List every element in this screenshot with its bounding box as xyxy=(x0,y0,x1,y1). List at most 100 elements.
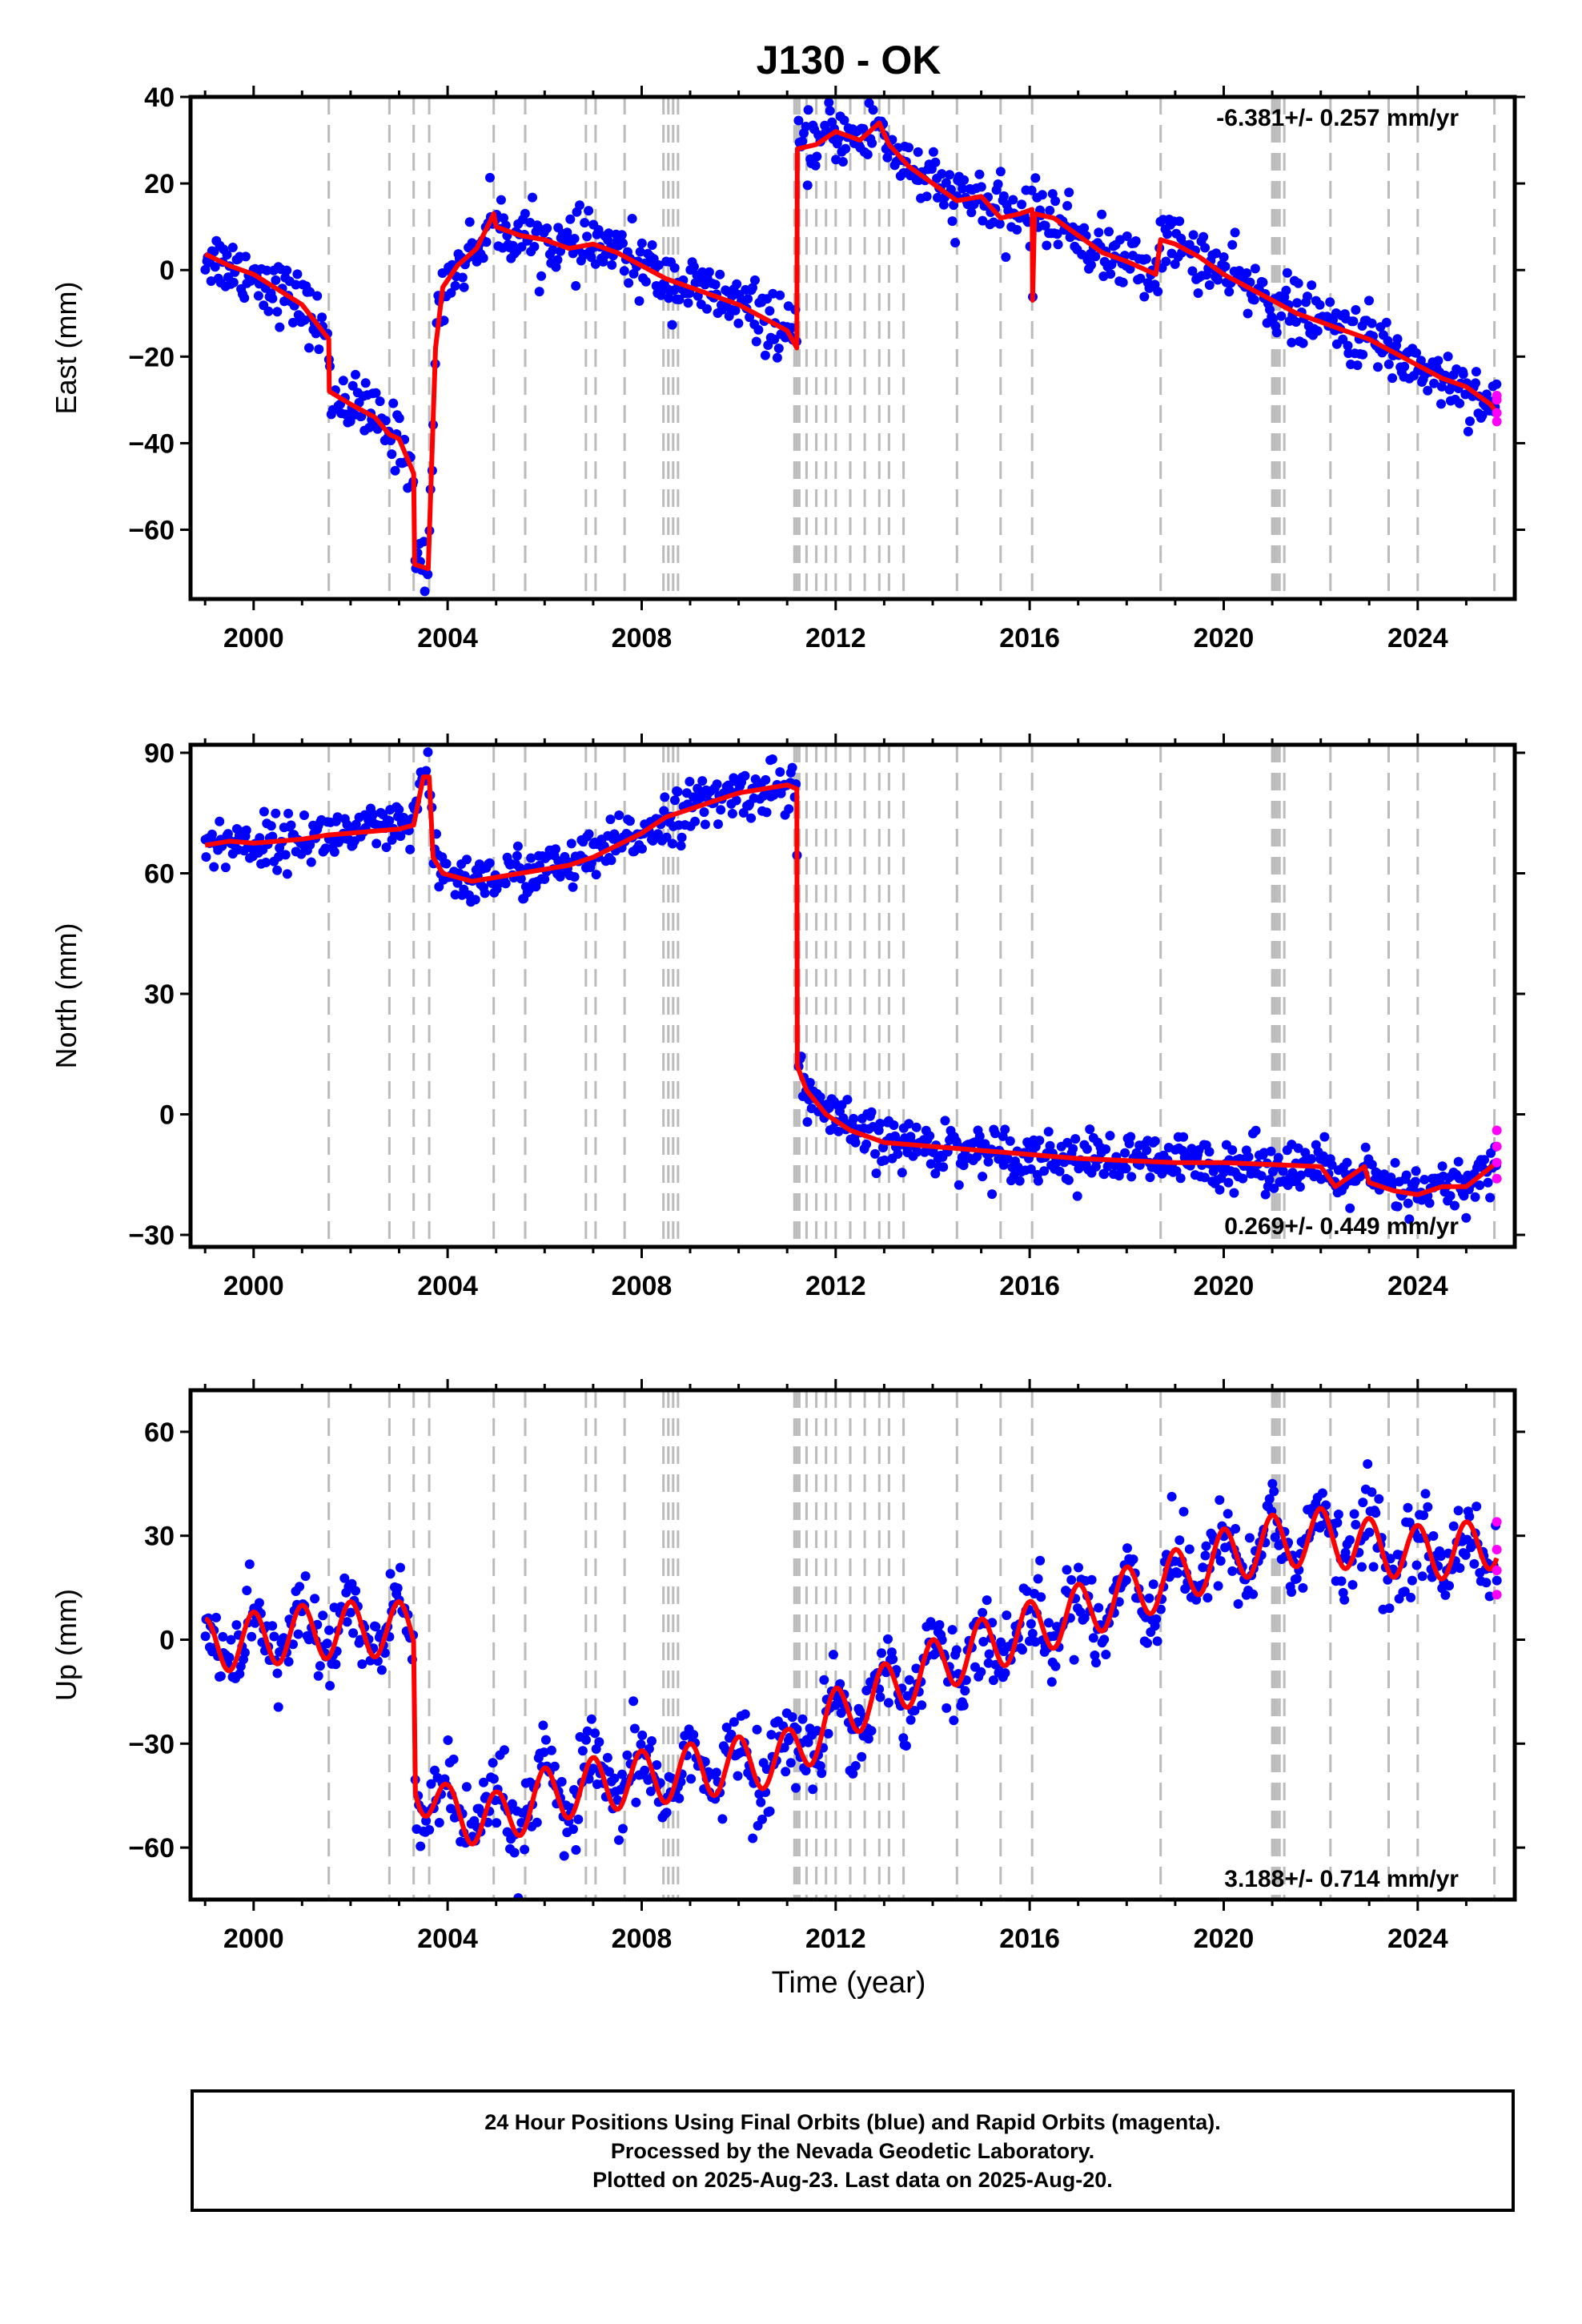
final-orbit-point xyxy=(911,1663,921,1674)
final-orbit-point xyxy=(271,808,281,818)
final-orbit-point xyxy=(568,1824,578,1835)
final-orbit-point xyxy=(1349,1509,1359,1519)
final-orbit-point xyxy=(978,1172,988,1182)
final-orbit-point xyxy=(1097,209,1107,219)
final-orbit-point xyxy=(704,267,714,277)
final-orbit-point xyxy=(677,832,687,842)
final-orbit-point xyxy=(396,1562,405,1573)
final-orbit-point xyxy=(512,850,522,861)
final-orbit-point xyxy=(721,1723,732,1732)
final-orbit-point xyxy=(526,853,536,863)
final-orbit-point xyxy=(575,200,584,211)
final-orbit-point xyxy=(207,829,217,839)
final-orbit-point xyxy=(951,1645,962,1655)
final-orbit-point xyxy=(1203,1593,1213,1603)
final-orbit-point xyxy=(1120,1148,1130,1158)
final-orbit-point xyxy=(1148,1579,1158,1590)
x-tick-label: 2012 xyxy=(805,623,866,653)
final-orbit-point xyxy=(618,1823,628,1834)
final-orbit-point xyxy=(1086,1574,1097,1585)
final-orbit-point xyxy=(1033,1574,1043,1584)
final-orbit-point xyxy=(1459,1191,1469,1201)
final-orbit-point xyxy=(958,183,968,194)
final-orbit-point xyxy=(329,846,339,857)
final-orbit-point xyxy=(746,813,757,823)
final-orbit-point xyxy=(496,195,506,205)
final-orbit-point xyxy=(1099,1634,1110,1645)
x-axis-label: Time (year) xyxy=(772,1966,926,2000)
final-orbit-point xyxy=(631,1797,641,1807)
panel-up: 60 30 0 −30 −60 2000 2004 2008 2012 2016 2020 2024 U… xyxy=(50,1379,1525,1954)
final-orbit-point xyxy=(1002,1154,1013,1164)
final-orbit-point xyxy=(571,1845,581,1855)
y-tick-label: 0 xyxy=(159,1100,175,1131)
final-orbit-point xyxy=(1105,1131,1115,1141)
final-orbit-point xyxy=(1186,1144,1197,1154)
final-orbit-point xyxy=(871,1168,881,1179)
final-orbit-point xyxy=(239,293,250,304)
final-orbit-point xyxy=(1407,1575,1417,1586)
model-line-north xyxy=(204,774,1499,1197)
final-orbit-point xyxy=(222,250,232,260)
y-tick-label: 0 xyxy=(159,1626,175,1656)
final-orbit-point xyxy=(247,1631,257,1642)
final-orbit-point xyxy=(1248,1589,1259,1599)
final-orbit-point xyxy=(1256,1171,1267,1181)
final-orbit-point xyxy=(1315,300,1325,310)
final-orbit-point xyxy=(421,766,432,776)
final-orbit-point xyxy=(1053,239,1063,250)
final-orbit-point xyxy=(242,1586,252,1595)
final-orbit-point xyxy=(1465,416,1475,426)
final-orbit-point xyxy=(1317,1488,1327,1498)
final-orbit-point xyxy=(925,1131,935,1141)
final-orbit-point xyxy=(1068,1144,1078,1154)
final-orbit-point xyxy=(315,1661,325,1671)
y-tick-label: 40 xyxy=(144,82,175,113)
final-orbit-point xyxy=(1045,1140,1055,1151)
final-orbit-point xyxy=(1469,1558,1480,1569)
final-orbit-point xyxy=(239,1647,250,1658)
final-orbit-point xyxy=(226,1634,236,1645)
final-orbit-point xyxy=(448,1754,459,1764)
final-orbit-point xyxy=(817,1768,827,1779)
final-orbit-point xyxy=(1271,328,1282,338)
final-orbit-point xyxy=(766,1730,777,1740)
final-orbit-point xyxy=(934,1620,945,1630)
final-orbit-point xyxy=(1079,223,1090,233)
final-orbit-point xyxy=(748,1833,758,1844)
final-orbit-point xyxy=(331,1659,341,1670)
final-orbit-point xyxy=(1345,1203,1355,1213)
final-orbit-point xyxy=(1128,1554,1138,1565)
final-orbit-point xyxy=(228,277,239,287)
final-orbit-point xyxy=(676,841,686,851)
final-orbit-point xyxy=(1367,1487,1377,1498)
final-orbit-point xyxy=(224,1652,235,1663)
final-orbit-point xyxy=(618,238,628,248)
final-orbit-point xyxy=(267,1621,278,1631)
final-orbit-point xyxy=(674,295,685,304)
final-orbit-point xyxy=(823,1728,833,1739)
model-line-east xyxy=(203,120,1500,572)
final-orbit-point xyxy=(275,322,285,332)
final-orbit-point xyxy=(987,1189,998,1200)
final-orbit-point xyxy=(775,767,785,777)
final-orbit-point xyxy=(1483,1177,1493,1188)
final-orbit-point xyxy=(1017,199,1027,210)
final-orbit-point xyxy=(797,1714,808,1724)
final-orbit-point xyxy=(763,340,773,350)
final-orbit-point xyxy=(1371,1508,1381,1518)
rapid-orbit-point xyxy=(1492,1517,1502,1527)
y-tick-label: 90 xyxy=(144,738,175,769)
final-orbit-point xyxy=(577,1746,588,1756)
final-orbit-point xyxy=(261,858,271,867)
final-orbit-point xyxy=(1492,1575,1502,1586)
final-orbit-point xyxy=(683,298,693,308)
final-orbit-point xyxy=(1042,240,1052,251)
final-orbit-point xyxy=(450,280,460,291)
final-orbit-point xyxy=(697,776,708,786)
final-orbit-point xyxy=(912,1147,922,1157)
final-orbit-point xyxy=(1122,231,1132,241)
final-orbit-point xyxy=(1312,326,1323,336)
panel-frame-up xyxy=(188,1388,1517,1902)
x-tick-label: 2004 xyxy=(417,1271,478,1301)
